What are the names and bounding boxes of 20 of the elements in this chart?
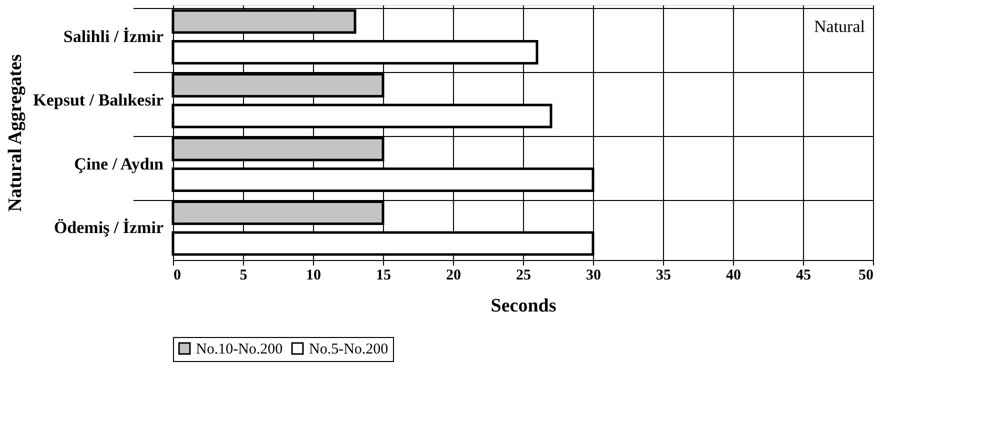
- y-tick-label: Salihli / İzmir: [63, 26, 164, 46]
- x-tick-label: 5: [240, 268, 248, 284]
- x-tick-label: 35: [656, 268, 671, 284]
- y-tick-label: Çine / Aydın: [74, 154, 164, 174]
- x-tick-label: 30: [586, 268, 601, 284]
- annotation: Natural: [814, 17, 866, 36]
- x-axis-title: Seconds: [490, 296, 556, 316]
- x-tick-label: 20: [446, 268, 461, 284]
- x-tick-label: 15: [376, 268, 391, 284]
- legend-label: No.10-No.200: [196, 342, 283, 358]
- x-tick-label: 0: [174, 268, 181, 284]
- x-tick-label: 25: [516, 268, 531, 284]
- x-tick-label: 45: [796, 268, 811, 284]
- y-tick-label: Kepsut / Balıkesir: [33, 90, 164, 110]
- legend-label: No.5-No.200: [309, 342, 388, 358]
- x-tick-label: 10: [306, 268, 321, 284]
- x-tick-label: 40: [726, 268, 741, 284]
- x-tick-label: 50: [858, 268, 874, 284]
- y-tick-label: Ödemiş / İzmir: [54, 218, 164, 238]
- y-axis-title: Natural Aggregates: [5, 54, 26, 212]
